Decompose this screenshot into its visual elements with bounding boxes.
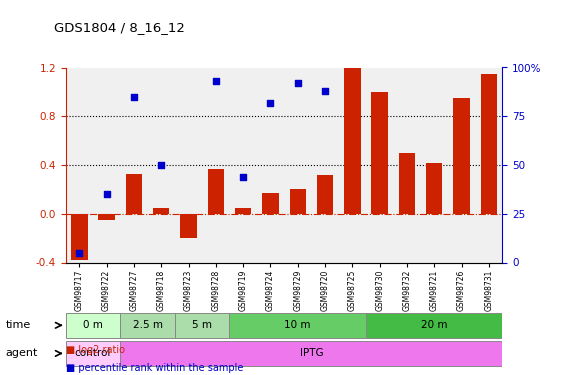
FancyBboxPatch shape (230, 313, 366, 338)
Bar (98, 214, 115, 220)
Text: 0 m: 0 m (83, 320, 103, 330)
FancyBboxPatch shape (175, 313, 230, 338)
Bar (71, 214, 87, 260)
Point (293, 80, 302, 86)
Text: 20 m: 20 m (421, 320, 448, 330)
Point (156, 162, 166, 168)
Text: IPTG: IPTG (300, 348, 323, 358)
Point (211, 78, 220, 84)
Text: time: time (6, 320, 31, 330)
FancyBboxPatch shape (66, 341, 120, 366)
Text: 5 m: 5 m (192, 320, 212, 330)
Bar (399, 153, 415, 214)
Point (239, 174, 248, 180)
Bar (371, 92, 388, 214)
Bar (344, 68, 360, 214)
Text: control: control (75, 348, 111, 358)
FancyBboxPatch shape (66, 313, 120, 338)
Bar (289, 189, 306, 214)
Text: 2.5 m: 2.5 m (132, 320, 163, 330)
Text: GDS1804 / 8_16_12: GDS1804 / 8_16_12 (54, 21, 185, 34)
Bar (153, 208, 170, 214)
Bar (180, 214, 196, 238)
Point (266, 100, 275, 106)
Point (457, 32, 466, 38)
FancyBboxPatch shape (366, 313, 502, 338)
Bar (208, 169, 224, 214)
Bar (453, 98, 470, 214)
Point (102, 191, 111, 197)
Point (484, 32, 493, 38)
Point (403, 32, 412, 38)
Point (429, 39, 439, 45)
Text: ■ percentile rank within the sample: ■ percentile rank within the sample (66, 363, 243, 373)
Bar (235, 208, 251, 214)
Bar (317, 175, 333, 214)
Text: ■ log2 ratio: ■ log2 ratio (66, 345, 124, 355)
Bar (126, 174, 142, 214)
Point (375, 35, 384, 41)
Text: agent: agent (6, 348, 38, 358)
Bar (481, 74, 497, 214)
Bar (262, 193, 279, 214)
Point (75, 250, 84, 256)
FancyBboxPatch shape (120, 313, 175, 338)
Point (130, 94, 139, 100)
Point (184, 45, 193, 51)
FancyBboxPatch shape (120, 341, 502, 366)
Point (320, 88, 329, 94)
Text: 10 m: 10 m (284, 320, 311, 330)
Bar (426, 163, 443, 214)
Point (348, 32, 357, 38)
